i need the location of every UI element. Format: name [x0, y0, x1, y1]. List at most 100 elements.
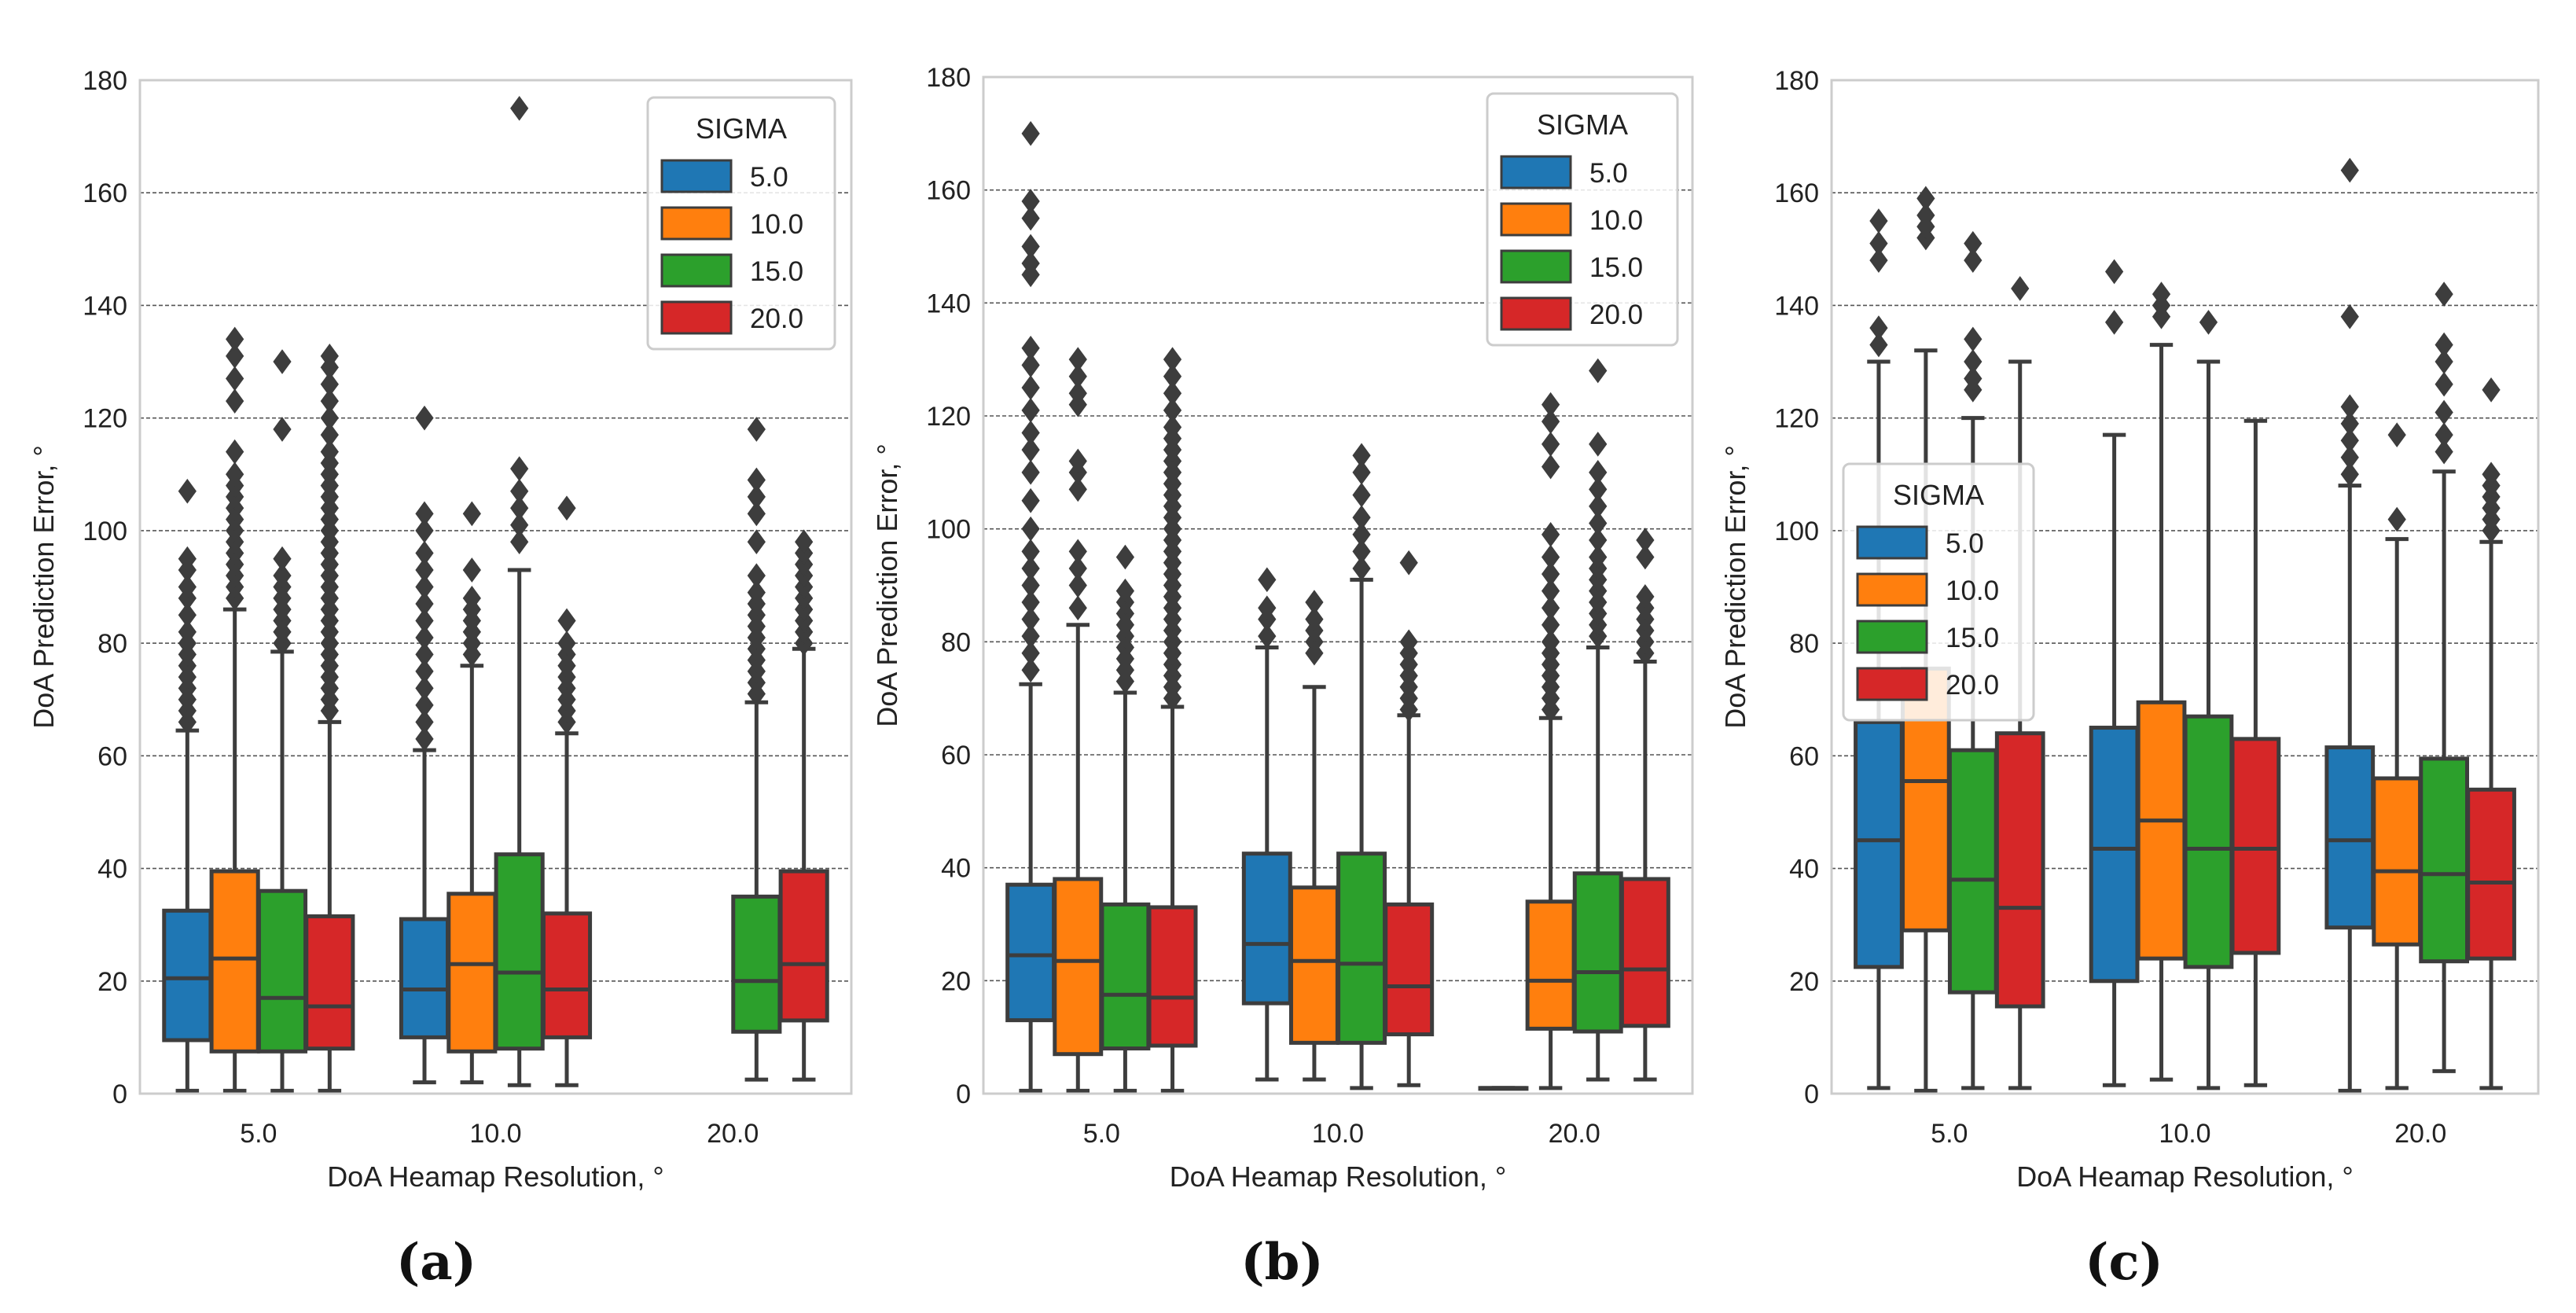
- outlier-point: [273, 563, 292, 589]
- box-iqr: [2136, 700, 2187, 961]
- outlier-point: [415, 540, 434, 566]
- x-tick-label: 20.0: [1549, 1119, 1600, 1149]
- y-axis-label: DoA Prediction Error, °: [1719, 445, 1751, 729]
- legend-label: 5.0: [1589, 158, 1628, 189]
- outlier-point: [1021, 251, 1040, 276]
- outlier-point: [2435, 281, 2453, 307]
- outlier-point: [1399, 550, 1418, 576]
- outlier-point: [1589, 358, 1608, 384]
- box-iqr: [1994, 731, 2045, 1009]
- box-series-10.0-cat-20.0: [1525, 392, 1576, 1090]
- outlier-point: [510, 529, 529, 555]
- outlier-point: [1869, 208, 1888, 234]
- outlier-point: [2435, 399, 2453, 425]
- outlier-point: [1305, 590, 1324, 615]
- y-tick-label: 60: [1789, 741, 1819, 771]
- box-iqr: [2183, 714, 2234, 969]
- outlier-point: [1115, 578, 1135, 604]
- y-tick-label: 20: [1789, 967, 1819, 997]
- outlier-point: [2104, 310, 2124, 335]
- outlier-point: [2340, 394, 2359, 420]
- box-series-20.0-cat-5.0: [1994, 276, 2045, 1090]
- box-series-15.0-cat-10.0: [2183, 310, 2234, 1090]
- x-tick-label: 10.0: [2159, 1119, 2210, 1149]
- outlier-point: [1541, 612, 1560, 638]
- outlier-point: [1352, 505, 1371, 531]
- box-iqr: [1572, 871, 1623, 1034]
- outlier-point: [226, 326, 244, 352]
- outlier-point: [1021, 437, 1040, 462]
- chart-panel-1: 0 20 40 60 80 100 120 140 160 180 5.0 10.0 20.0 DoA H…: [28, 66, 853, 1292]
- outlier-point: [1589, 510, 1608, 536]
- outlier-point: [320, 439, 339, 465]
- outlier-point: [1021, 657, 1040, 683]
- outlier-point: [1541, 454, 1560, 480]
- outlier-point: [415, 574, 434, 600]
- outlier-point: [747, 417, 766, 442]
- outlier-point: [2435, 439, 2453, 465]
- outlier-point: [510, 512, 529, 538]
- outlier-point: [178, 574, 197, 600]
- box-iqr: [399, 917, 450, 1039]
- outlier-point: [1869, 230, 1888, 256]
- box-iqr: [209, 869, 260, 1054]
- outlier-point: [1589, 544, 1608, 570]
- box-series-20.0-cat-5.0: [1147, 347, 1198, 1093]
- outlier-point: [1021, 640, 1040, 666]
- box-iqr: [541, 911, 593, 1039]
- box-series-20.0-cat-5.0: [304, 344, 355, 1093]
- outlier-point: [747, 579, 766, 605]
- outlier-point: [1163, 397, 1182, 423]
- box-iqr: [256, 888, 308, 1054]
- y-tick-label: 160: [83, 178, 127, 208]
- box-iqr: [2372, 776, 2423, 947]
- x-tick-label: 5.0: [240, 1119, 277, 1149]
- outlier-point: [510, 456, 529, 481]
- box-series-15.0-cat-20.0: [2419, 281, 2470, 1073]
- box-iqr: [1100, 902, 1151, 1051]
- y-tick-label: 100: [926, 515, 971, 545]
- y-tick-label: 100: [83, 517, 127, 546]
- outlier-point: [1352, 443, 1371, 469]
- y-tick-label: 40: [97, 855, 127, 885]
- box-series-5.0-cat-5.0: [1005, 120, 1056, 1093]
- x-axis-label: DoA Heamap Resolution, °: [1170, 1160, 1507, 1193]
- outlier-point: [1541, 522, 1560, 547]
- box-series-5.0-cat-20.0: [2324, 157, 2376, 1093]
- outlier-point: [1021, 420, 1040, 446]
- outlier-point: [557, 608, 576, 634]
- outlier-point: [1021, 539, 1040, 565]
- box-series-15.0-cat-10.0: [494, 95, 545, 1087]
- panel-caption: (a): [396, 1233, 476, 1292]
- y-axis-label: DoA Prediction Error, °: [28, 445, 60, 729]
- outlier-point: [1964, 326, 1983, 352]
- outlier-point: [747, 484, 766, 509]
- y-tick-label: 140: [1774, 291, 1819, 321]
- outlier-point: [1021, 572, 1040, 598]
- box-iqr: [494, 852, 545, 1051]
- y-tick-label: 100: [1774, 517, 1819, 546]
- outlier-point: [1021, 623, 1040, 649]
- box-iqr: [1005, 882, 1056, 1023]
- legend-label: 15.0: [750, 256, 803, 287]
- outlier-point: [2340, 303, 2359, 329]
- outlier-point: [1021, 606, 1040, 632]
- outlier-point: [1589, 432, 1608, 457]
- outlier-point: [226, 366, 244, 392]
- outlier-point: [1021, 459, 1040, 485]
- box-iqr: [2230, 737, 2281, 955]
- outlier-point: [1068, 476, 1087, 502]
- outlier-point: [747, 467, 766, 493]
- outlier-point: [2340, 444, 2359, 470]
- legend: SIGMA 5.0 10.0 15.0 20.0: [646, 96, 836, 351]
- x-tick-label: 20.0: [707, 1119, 759, 1149]
- outlier-point: [2435, 349, 2453, 374]
- outlier-point: [1964, 230, 1983, 256]
- outlier-point: [178, 478, 197, 504]
- outlier-point: [320, 405, 339, 431]
- y-tick-label: 180: [926, 63, 971, 93]
- box-iqr: [1619, 877, 1670, 1028]
- outlier-point: [1636, 584, 1655, 609]
- outlier-point: [1021, 397, 1040, 423]
- outlier-point: [1068, 347, 1087, 373]
